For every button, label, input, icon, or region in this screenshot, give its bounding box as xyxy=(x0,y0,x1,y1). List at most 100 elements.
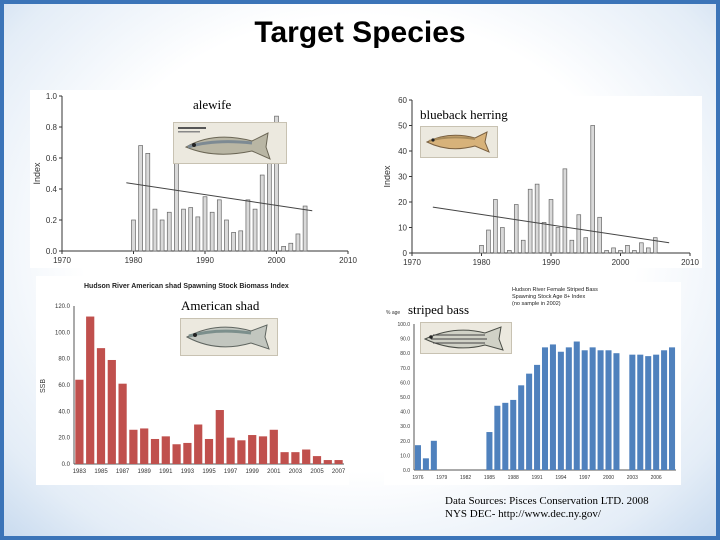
sources-line-2: NYS DEC- http://www.dec.ny.gov/ xyxy=(445,508,601,520)
bar xyxy=(507,250,512,254)
fish-icon xyxy=(423,326,504,351)
chart-title-line: Spawning Stock Age 8+ Index xyxy=(512,294,585,300)
bar xyxy=(555,227,561,254)
bar xyxy=(639,242,644,254)
y-tick-label: 100.0 xyxy=(397,322,410,328)
y-tick-label: 0.0 xyxy=(46,247,58,256)
bar xyxy=(632,250,637,254)
y-axis-label: SSB xyxy=(40,379,47,393)
x-tick-label: 2010 xyxy=(339,256,357,265)
x-tick-label: 1982 xyxy=(460,475,471,481)
bar xyxy=(183,442,192,464)
bar xyxy=(414,445,421,470)
x-tick-label: 1980 xyxy=(473,258,491,267)
bass-label: striped bass xyxy=(408,302,470,318)
bar xyxy=(557,351,564,470)
x-tick-label: 1987 xyxy=(116,469,130,475)
y-tick-label: 0.0 xyxy=(62,462,71,468)
bar xyxy=(302,449,311,464)
y-tick-label: 40.0 xyxy=(400,410,410,416)
bar xyxy=(188,207,194,252)
shad-label: American shad xyxy=(181,298,260,314)
bar xyxy=(637,354,644,470)
fish-icon xyxy=(178,127,271,160)
y-tick-label: 0.6 xyxy=(46,154,58,163)
bar xyxy=(334,460,343,464)
bar xyxy=(581,350,588,470)
x-tick-label: 1990 xyxy=(196,256,214,265)
bar xyxy=(597,216,602,254)
x-tick-label: 1983 xyxy=(73,469,87,475)
y-axis-label: Index xyxy=(384,165,392,188)
y-axis-label: Index xyxy=(32,162,42,185)
bar xyxy=(597,350,604,470)
blueback-chart: 0 10 20 30 40 50 60 1970 1980 1990 2000 2010 Index xyxy=(384,96,699,267)
bar xyxy=(129,429,138,464)
bar xyxy=(267,162,272,252)
bar xyxy=(629,354,636,470)
bar xyxy=(549,344,556,470)
data-sources: Data Sources: Pisces Conservation LTD. 2… xyxy=(445,495,649,521)
bar xyxy=(652,237,658,254)
bar xyxy=(269,429,278,464)
y-tick-label: 0 xyxy=(403,249,408,258)
y-tick-label: 50.0 xyxy=(400,395,410,401)
y-tick-label: 70.0 xyxy=(400,366,410,372)
bar xyxy=(479,245,484,254)
bass-chart: 0.0 10.0 20.0 30.0 40.0 50.0 60.0 70.0 80.0 90.0 1… xyxy=(386,287,676,481)
alewife-label: alewife xyxy=(193,97,232,113)
bar xyxy=(589,347,596,470)
chart-title: Hudson River American shad Spawning Stoc… xyxy=(84,283,289,290)
bar xyxy=(75,379,84,464)
y-axis-label: % age xyxy=(386,310,400,316)
bar xyxy=(534,183,540,254)
x-tick-label: 1990 xyxy=(542,258,560,267)
y-tick-label: 0.8 xyxy=(46,123,58,132)
x-tick-label: 1976 xyxy=(412,475,423,481)
y-tick-label: 60 xyxy=(398,96,407,105)
y-tick-label: 30.0 xyxy=(400,424,410,430)
x-tick-label: 1989 xyxy=(138,469,152,475)
bar xyxy=(613,353,620,470)
fish-icon xyxy=(185,324,270,350)
bar xyxy=(430,440,437,470)
bar xyxy=(161,436,170,464)
bar xyxy=(107,359,116,464)
y-tick-label: 10.0 xyxy=(400,453,410,459)
blueback-fish-image xyxy=(420,126,498,158)
x-tick-label: 1993 xyxy=(181,469,195,475)
bass-chart-panel: 0.0 10.0 20.0 30.0 40.0 50.0 60.0 70.0 80.0 90.0 1… xyxy=(384,282,681,485)
bar xyxy=(172,444,181,464)
x-tick-label: 1980 xyxy=(125,256,143,265)
bar xyxy=(152,208,158,252)
bar xyxy=(194,424,203,464)
y-tick-label: 100.0 xyxy=(55,330,71,336)
bar xyxy=(312,456,322,464)
x-tick-label: 1985 xyxy=(94,469,108,475)
x-tick-label: 2010 xyxy=(681,258,699,267)
x-tick-label: 2007 xyxy=(332,469,346,475)
bar xyxy=(150,438,160,464)
bar xyxy=(486,432,493,470)
bar xyxy=(302,205,308,252)
y-tick-label: 1.0 xyxy=(46,92,58,101)
bar xyxy=(215,410,224,464)
x-tick-label: 1997 xyxy=(224,469,238,475)
x-tick-label: 1994 xyxy=(555,475,566,481)
bar xyxy=(174,149,179,252)
bar xyxy=(604,250,609,254)
y-tick-label: 20.0 xyxy=(58,436,70,442)
x-tick-label: 2006 xyxy=(651,475,662,481)
x-tick-label: 1999 xyxy=(246,469,260,475)
chart-title-line: Hudson River Female Striped Bass xyxy=(512,287,598,293)
bar xyxy=(645,356,652,470)
bar xyxy=(202,196,208,252)
bar xyxy=(216,199,222,252)
y-tick-label: 90.0 xyxy=(400,337,410,343)
bar xyxy=(224,219,229,252)
y-tick-label: 80.0 xyxy=(400,351,410,357)
bar xyxy=(259,174,265,252)
bar xyxy=(291,452,300,464)
bar xyxy=(204,438,214,464)
bar xyxy=(274,115,279,252)
